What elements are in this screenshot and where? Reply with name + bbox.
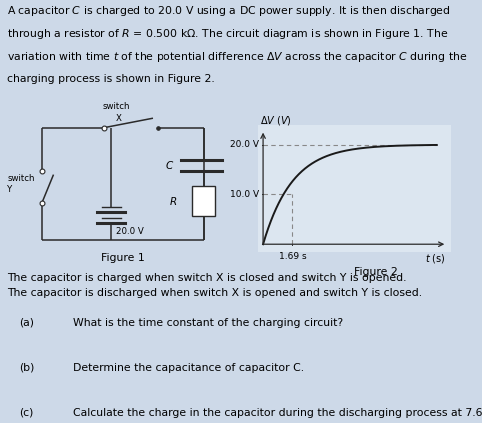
Text: $t$ (s): $t$ (s)	[425, 252, 445, 265]
Text: charging process is shown in Figure 2.: charging process is shown in Figure 2.	[7, 74, 215, 83]
Text: Y: Y	[7, 185, 13, 194]
Text: The capacitor is discharged when switch X is opened and switch Y is closed.: The capacitor is discharged when switch …	[7, 288, 422, 298]
Text: What is the time constant of the charging circuit?: What is the time constant of the chargin…	[73, 318, 343, 328]
Text: The capacitor is charged when switch X is closed and switch Y is opened.: The capacitor is charged when switch X i…	[7, 273, 407, 283]
Text: $C$: $C$	[164, 159, 174, 171]
Text: switch: switch	[7, 174, 35, 183]
Text: 20.0 V: 20.0 V	[230, 140, 259, 149]
Text: 1.69 s: 1.69 s	[279, 252, 306, 261]
Text: (a): (a)	[19, 318, 34, 328]
Bar	[192, 186, 215, 216]
Text: Calculate the charge in the capacitor during the discharging process at 7.68 s.: Calculate the charge in the capacitor du…	[73, 408, 482, 418]
Text: Figure 2: Figure 2	[354, 266, 398, 277]
Text: X: X	[116, 114, 122, 123]
Text: 10.0 V: 10.0 V	[229, 190, 259, 199]
Text: A capacitor $C$ is charged to 20.0 V using a DC power supply. It is then dischar: A capacitor $C$ is charged to 20.0 V usi…	[7, 4, 451, 18]
Text: through a resistor of $R$ = 0.500 kΩ. The circuit diagram is shown in Figure 1. : through a resistor of $R$ = 0.500 kΩ. Th…	[7, 27, 448, 41]
Text: 20.0 V: 20.0 V	[116, 227, 144, 236]
Text: Determine the capacitance of capacitor C.: Determine the capacitance of capacitor C…	[73, 363, 304, 373]
Text: (b): (b)	[19, 363, 34, 373]
Text: variation with time $t$ of the potential difference $\Delta V$ across the capaci: variation with time $t$ of the potential…	[7, 50, 468, 64]
Text: $R$: $R$	[169, 195, 177, 207]
Text: Figure 1: Figure 1	[101, 253, 145, 263]
Text: (c): (c)	[19, 408, 33, 418]
Text: $\Delta V$ $(V)$: $\Delta V$ $(V)$	[260, 114, 292, 127]
Text: switch: switch	[102, 102, 130, 111]
